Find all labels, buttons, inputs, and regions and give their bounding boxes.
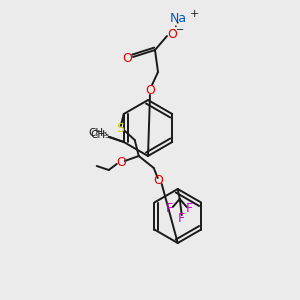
Text: F: F xyxy=(186,202,193,215)
Text: O: O xyxy=(145,85,155,98)
Text: −: − xyxy=(176,25,184,35)
Text: F: F xyxy=(166,202,173,215)
Text: O: O xyxy=(116,155,126,169)
Text: Na: Na xyxy=(169,11,187,25)
Text: O: O xyxy=(167,28,177,40)
Text: O: O xyxy=(153,173,163,187)
Text: CH₃: CH₃ xyxy=(88,128,107,138)
Text: S: S xyxy=(116,122,124,134)
Text: +: + xyxy=(189,9,199,19)
Text: CH₃: CH₃ xyxy=(90,130,110,140)
Text: O: O xyxy=(122,52,132,64)
Text: F: F xyxy=(178,212,185,226)
